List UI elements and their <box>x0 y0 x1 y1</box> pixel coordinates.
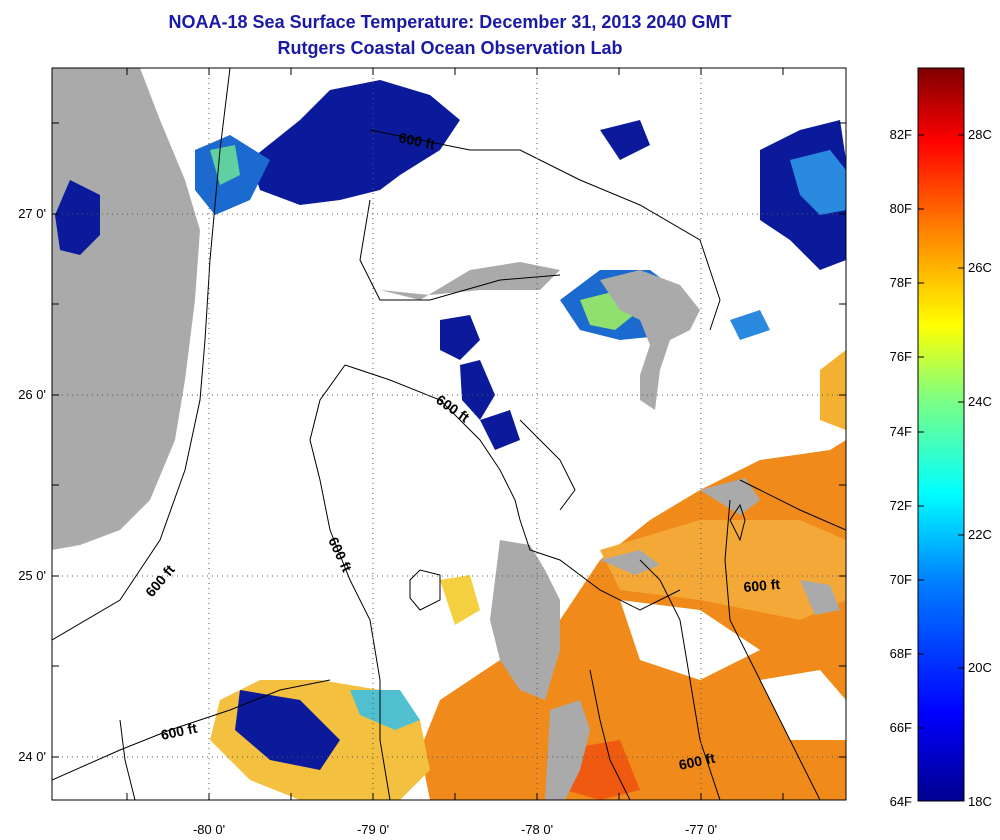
colorbar-ticks <box>918 134 964 729</box>
lat-label: 24 0' <box>18 749 46 764</box>
map-ticks <box>52 68 846 800</box>
lon-label: -77 0' <box>685 822 717 837</box>
colorbar-f-label: 68F <box>890 646 912 661</box>
colorbar-f-label: 70F <box>890 572 912 587</box>
colorbar-c-label: 26C <box>968 260 992 275</box>
lat-label: 26 0' <box>18 387 46 402</box>
colorbar-f-label: 72F <box>890 498 912 513</box>
map-field: 600 ft 600 ft 600 ft 600 ft 600 ft 600 f… <box>52 68 846 800</box>
colorbar-f-label: 82F <box>890 127 912 142</box>
colorbar-f-label: 66F <box>890 720 912 735</box>
land <box>52 68 840 800</box>
contour-label: 600 ft <box>743 576 781 595</box>
colorbar: 82F 80F 78F 76F 74F 72F 70F 68F 66F 64F … <box>890 67 992 809</box>
colorbar-f-labels: 82F 80F 78F 76F 74F 72F 70F 68F 66F 64F <box>890 127 912 809</box>
lat-label: 25 0' <box>18 568 46 583</box>
colorbar-c-label: 20C <box>968 660 992 675</box>
colorbar-c-label: 28C <box>968 127 992 142</box>
colorbar-f-label: 76F <box>890 349 912 364</box>
contour-label: 600 ft <box>677 750 716 773</box>
colorbar-f-label: 78F <box>890 275 912 290</box>
map-subtitle: Rutgers Coastal Ocean Observation Lab <box>277 38 623 58</box>
colorbar-c-label: 18C <box>968 794 992 809</box>
colorbar-c-label: 24C <box>968 394 992 409</box>
colorbar-gradient <box>917 67 965 802</box>
colorbar-c-label: 22C <box>968 527 992 542</box>
contour-label: 600 ft <box>397 129 436 152</box>
latitude-labels: 27 0' 26 0' 25 0' 24 0' <box>18 206 46 764</box>
bathymetry-contours <box>52 68 846 800</box>
lon-label: -80 0' <box>193 822 225 837</box>
colorbar-f-label: 64F <box>890 794 912 809</box>
map-grid <box>52 68 846 800</box>
colorbar-c-labels: 28C 26C 24C 22C 20C 18C <box>968 127 992 809</box>
lon-label: -79 0' <box>357 822 389 837</box>
colorbar-f-label: 74F <box>890 424 912 439</box>
lon-label: -78 0' <box>521 822 553 837</box>
map-title: NOAA-18 Sea Surface Temperature: Decembe… <box>168 12 732 32</box>
warm-water-patches <box>210 350 846 800</box>
lat-label: 27 0' <box>18 206 46 221</box>
longitude-labels: -80 0' -79 0' -78 0' -77 0' <box>193 822 717 837</box>
contour-label: 600 ft <box>159 720 198 743</box>
colorbar-f-label: 80F <box>890 201 912 216</box>
map-frame <box>51 67 847 801</box>
